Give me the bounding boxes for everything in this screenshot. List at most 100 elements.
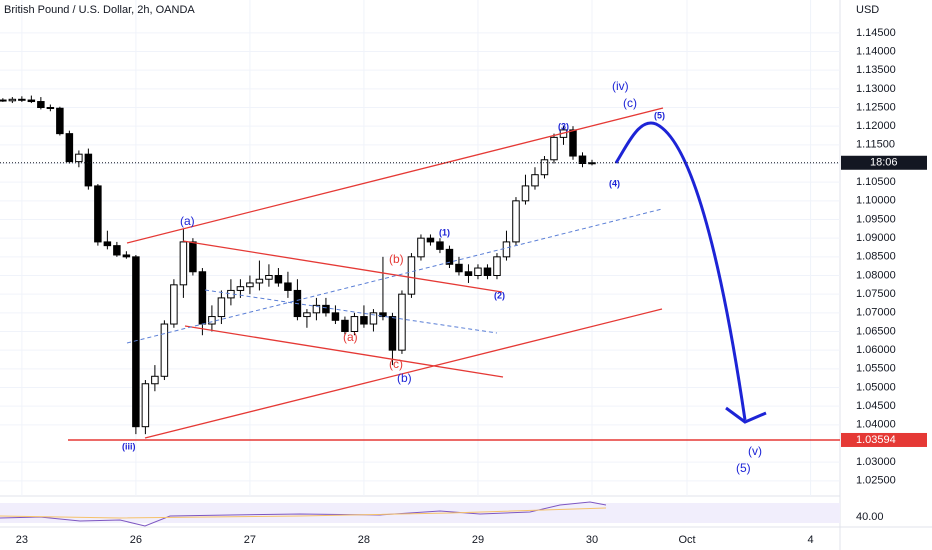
y-tick-label: 1.14500 (856, 27, 896, 39)
candle-body (274, 274, 283, 284)
candle-body (122, 254, 131, 258)
y-tick-label: 1.10500 (856, 176, 896, 188)
candle-body (103, 241, 112, 247)
candle-body (388, 316, 397, 351)
candle-body (65, 133, 74, 163)
wave-label: (5) (654, 110, 665, 120)
candle-body (569, 129, 577, 157)
countdown-box (841, 155, 927, 170)
candle-body (417, 237, 425, 258)
candle-body (37, 101, 45, 109)
candle-body (502, 241, 511, 258)
wave-label: (a) (343, 330, 358, 344)
candle-body (18, 98, 26, 101)
wave-label: (b) (397, 371, 412, 385)
candle-body (407, 256, 416, 295)
wave-label: (iv) (612, 79, 629, 93)
wave-label: (b) (389, 252, 404, 266)
y-tick-label: 1.07000 (856, 307, 896, 319)
candle-body (56, 107, 64, 135)
y-tick-label: 1.13500 (856, 64, 896, 76)
x-tick-label: 27 (244, 534, 256, 546)
candle-body (303, 312, 311, 318)
y-tick-label: 1.14000 (856, 45, 896, 57)
candle-body (8, 98, 17, 102)
x-tick-label: 29 (472, 534, 484, 546)
y-tick-label: 1.05000 (856, 381, 896, 393)
y-tick-label: 1.08500 (856, 251, 896, 263)
candle-body (246, 282, 254, 288)
projection-arrow (614, 121, 747, 421)
x-tick-label: 30 (586, 534, 598, 546)
y-tick-label: 1.07500 (856, 288, 896, 300)
candle-body (379, 312, 387, 318)
candle-body (312, 304, 321, 314)
x-tick-label: 23 (16, 534, 28, 546)
wave-label: (3) (558, 121, 569, 131)
candle-body (474, 267, 482, 276)
candle-body (198, 271, 207, 325)
candle-body (160, 323, 169, 377)
flag-lower (184, 325, 504, 378)
channel-lower (144, 308, 663, 439)
candle-body (265, 274, 273, 280)
wave-label: (1) (439, 227, 450, 237)
candle-body (46, 107, 55, 110)
candle-body (360, 316, 368, 325)
candle-body (350, 316, 359, 332)
candle-body (189, 241, 197, 273)
currency-label: USD (856, 4, 879, 16)
candle-body (255, 278, 264, 284)
y-tick-label: 1.13000 (856, 83, 896, 95)
candle-body (512, 200, 520, 243)
x-tick-label: 28 (358, 534, 370, 546)
wave-label: (a) (180, 214, 195, 228)
x-tick-label: Oct (678, 534, 695, 546)
candle-body (322, 304, 330, 314)
candle-body (578, 155, 587, 165)
candle-body (445, 248, 454, 265)
y-tick-label: 1.04500 (856, 400, 896, 412)
y-tick-label: 1.12000 (856, 120, 896, 132)
y-tick-label: 1.06500 (856, 325, 896, 337)
drawings (126, 107, 767, 439)
y-tick-label: 1.12500 (856, 101, 896, 113)
x-tick-label: 4 (807, 534, 813, 546)
candle-body (132, 256, 140, 428)
arrow-head (725, 406, 767, 424)
candle-body (483, 267, 492, 276)
candle-body (436, 241, 444, 250)
candle-body (151, 375, 159, 385)
candle-body (179, 241, 188, 286)
flag-mid (204, 289, 498, 334)
candle-body (521, 185, 530, 202)
candle-body (94, 185, 102, 243)
x-tick-label: 26 (130, 534, 142, 546)
candle-body (341, 319, 349, 332)
candle-body (369, 312, 378, 325)
candle-body (170, 284, 178, 325)
candle-body (550, 136, 558, 161)
y-tick-label: 1.05500 (856, 363, 896, 375)
price-level-label: 1.03594 (856, 434, 896, 446)
y-tick-label: 1.08000 (856, 269, 896, 281)
y-tick-label: 1.02500 (856, 475, 896, 487)
y-tick-label: 1.03000 (856, 456, 896, 468)
candle-body (217, 297, 226, 318)
wave-label: (iii) (122, 441, 136, 451)
rsi-line (0, 501, 607, 527)
y-tick-label: 1.10000 (856, 195, 896, 207)
candle-body (284, 282, 292, 291)
rsi-ma (0, 507, 607, 519)
candle-body (27, 99, 36, 103)
candle-body (84, 153, 93, 187)
wave-label: (2) (494, 290, 505, 300)
wave-label: (c) (623, 96, 637, 110)
candle-body (426, 237, 435, 243)
candle-body (141, 383, 150, 428)
y-tick-label: 1.09000 (856, 232, 896, 244)
flag-upper (182, 240, 503, 293)
wave-label: (4) (609, 178, 620, 188)
channel-mid (126, 208, 663, 344)
channel-upper (126, 107, 664, 244)
